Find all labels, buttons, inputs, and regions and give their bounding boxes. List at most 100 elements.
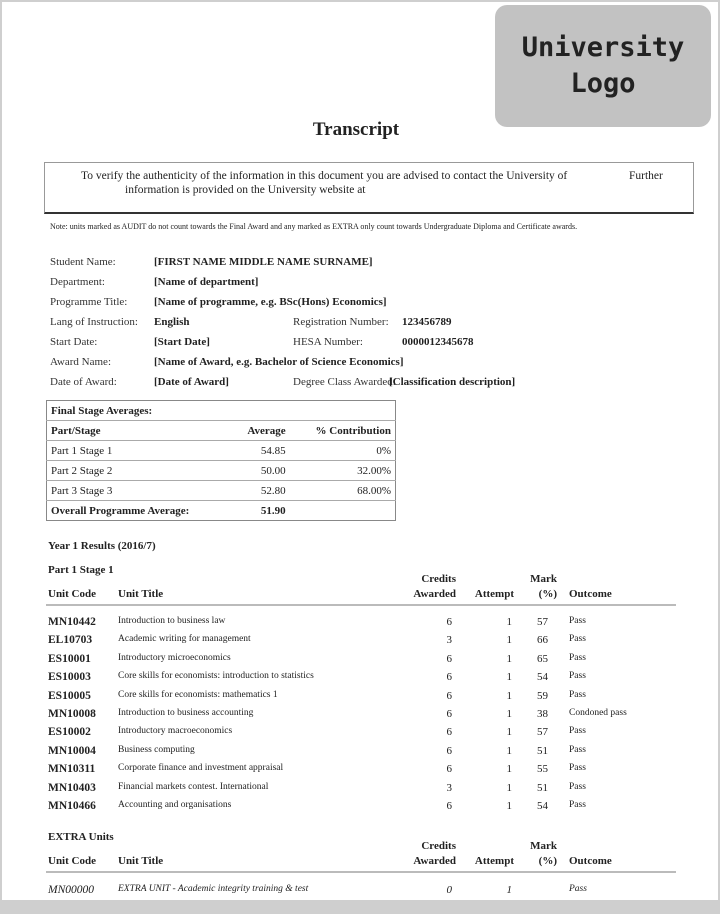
col-header-credits: Credits xyxy=(421,840,456,852)
credits: 6 xyxy=(446,744,453,757)
attempt: 1 xyxy=(506,800,513,812)
unit-title: Core skills for economists: mathematics … xyxy=(118,689,278,700)
unit-title: Introduction to business law xyxy=(118,616,226,626)
unit-title: Corporate finance and investment apprais… xyxy=(118,763,284,774)
divider xyxy=(46,871,676,873)
unit-code: ES10001 xyxy=(48,652,91,665)
date-value: [Date of Award] xyxy=(154,376,229,388)
outcome: Pass xyxy=(569,689,586,700)
table-row: MN10442 Introduction to business law 6 1 57 P… xyxy=(2,616,702,634)
verify-text: Further xyxy=(629,170,663,182)
col-header-title: Unit Title xyxy=(118,855,164,867)
credits: 6 xyxy=(446,763,453,776)
unit-title: Introductory microeconomics xyxy=(118,652,231,663)
mark: 51 xyxy=(537,744,548,757)
dept-value: [Name of department] xyxy=(154,276,259,288)
mark: 65 xyxy=(537,652,548,665)
prog-value: [Name of programme, e.g. BSc(Hons) Econo… xyxy=(154,296,387,308)
stage: Part 1 Stage 1 xyxy=(46,440,232,461)
attempt: 1 xyxy=(506,708,513,720)
average: 50.00 xyxy=(231,460,290,481)
divider xyxy=(46,604,676,606)
mark: 66 xyxy=(537,634,548,647)
lang-label: Lang of Instruction: xyxy=(50,316,138,328)
attempt: 1 xyxy=(506,763,513,776)
col-header-credits: Awarded xyxy=(413,588,456,600)
credits: 6 xyxy=(446,616,453,628)
credits: 0 xyxy=(446,884,453,896)
table-row: ES10003 Core skills for economists: intro… xyxy=(2,671,702,689)
average: 52.80 xyxy=(231,480,290,501)
unit-code: EL10703 xyxy=(48,634,93,647)
unit-code: MN10466 xyxy=(48,800,96,812)
attempt: 1 xyxy=(506,726,513,739)
class-label: Degree Class Awarded: xyxy=(293,376,396,388)
credits: 6 xyxy=(446,652,453,665)
hesa-value: 0000012345678 xyxy=(402,336,474,348)
unit-title: Financial markets contest. International xyxy=(118,781,269,792)
mark: 57 xyxy=(537,616,548,628)
col-header-code: Unit Code xyxy=(48,855,96,867)
attempt: 1 xyxy=(506,616,513,628)
col-header-attempt: Attempt xyxy=(474,855,514,867)
dept-label: Department: xyxy=(50,276,105,288)
mark: 55 xyxy=(537,763,548,776)
credits: 3 xyxy=(446,781,453,794)
unit-title: EXTRA UNIT - Academic integrity training… xyxy=(118,884,309,894)
outcome: Pass xyxy=(569,744,586,755)
col-header-mark: Mark xyxy=(530,573,557,585)
outcome: Pass xyxy=(569,884,587,894)
verification-box: To verify the authenticity of the inform… xyxy=(44,162,694,214)
table-row: MN10008 Introduction to business accounti… xyxy=(2,708,702,726)
unit-title: Introductory macroeconomics xyxy=(118,726,233,737)
overall-average: 51.90 xyxy=(231,500,290,521)
award-value: [Name of Award, e.g. Bachelor of Science… xyxy=(154,356,404,368)
outcome: Pass xyxy=(569,616,586,626)
col-header-attempt: Attempt xyxy=(474,588,514,600)
outcome: Pass xyxy=(569,671,586,682)
average: 54.85 xyxy=(231,440,290,461)
year-heading: Year 1 Results (2016/7) xyxy=(48,540,156,552)
unit-code: MN00000 xyxy=(48,884,94,896)
col-header-code: Unit Code xyxy=(48,588,96,600)
contribution: 68.00% xyxy=(289,480,396,501)
logo-text: Logo xyxy=(570,68,636,99)
unit-code: ES10005 xyxy=(48,689,91,702)
page-title: Transcript xyxy=(312,119,400,140)
credits: 6 xyxy=(446,800,453,812)
outcome: Pass xyxy=(569,726,586,737)
outcome: Pass xyxy=(569,634,586,645)
attempt: 1 xyxy=(506,689,513,702)
credits: 6 xyxy=(446,671,453,684)
university-logo: University Logo xyxy=(495,5,711,127)
mark: 38 xyxy=(537,708,548,720)
section-heading: EXTRA Units xyxy=(48,831,114,843)
col-header-outcome: Outcome xyxy=(569,855,612,867)
credits: 6 xyxy=(446,689,453,702)
col-header-mark: (%) xyxy=(538,588,557,600)
outcome: Pass xyxy=(569,800,586,810)
col-header: % Contribution xyxy=(289,420,396,441)
final-stage-averages-table: Final Stage Averages: Part/Stage Average%… xyxy=(46,400,396,521)
unit-code: MN10311 xyxy=(48,763,96,776)
col-header-outcome: Outcome xyxy=(569,588,612,600)
overall-label: Overall Programme Average: xyxy=(46,500,232,521)
col-header-credits: Credits xyxy=(421,573,456,585)
contribution: 0% xyxy=(289,440,396,461)
attempt: 1 xyxy=(506,884,513,896)
name-label: Student Name: xyxy=(50,256,116,268)
table-row: MN10403 Financial markets contest. Intern… xyxy=(2,782,702,800)
mark: 54 xyxy=(537,800,548,812)
unit-code: ES10002 xyxy=(48,726,91,739)
class-value: [Classification description] xyxy=(389,376,516,388)
attempt: 1 xyxy=(506,781,513,794)
col-header: Part/Stage xyxy=(46,420,232,441)
date-label: Date of Award: xyxy=(50,376,117,388)
table-row: ES10001 Introductory microeconomics 6 1 65 Pa… xyxy=(2,653,702,671)
unit-title: Business computing xyxy=(118,744,195,755)
credits: 3 xyxy=(446,634,453,647)
col-header: Average xyxy=(231,420,290,441)
averages-heading: Final Stage Averages: xyxy=(51,404,153,417)
prog-label: Programme Title: xyxy=(50,296,128,308)
